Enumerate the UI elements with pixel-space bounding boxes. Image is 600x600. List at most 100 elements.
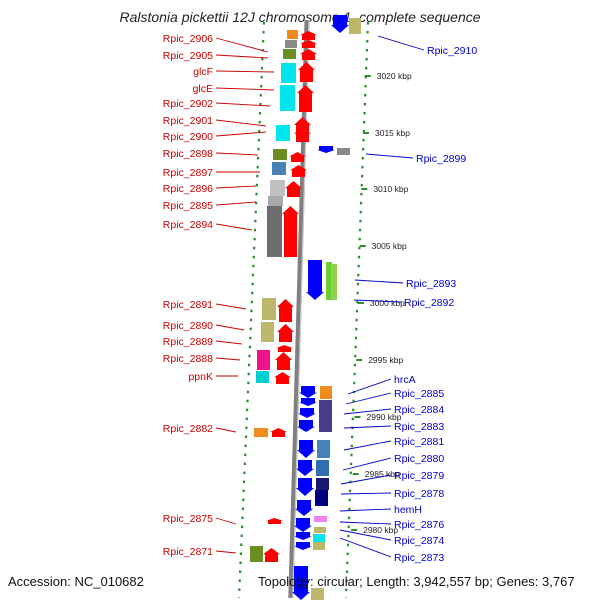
- right-leader-line: [347, 378, 392, 395]
- scale-tick-label: 3015 kbp: [375, 128, 410, 138]
- cog-block-22: [320, 386, 332, 399]
- right-gene-label: Rpic_2884: [394, 404, 444, 416]
- cog-block-32: [311, 588, 324, 600]
- forward-gene-arrow-17: [270, 428, 287, 437]
- left-leader-line: [215, 223, 253, 231]
- cog-block-29: [314, 527, 326, 533]
- left-gene-label: Rpic_2905: [163, 50, 213, 62]
- reverse-gene-arrow-4: [299, 386, 317, 398]
- forward-gene-arrow-19: [263, 548, 280, 562]
- left-gene-label: Rpic_2897: [163, 167, 213, 179]
- right-leader-line: [340, 492, 392, 495]
- left-gene-label: Rpic_2891: [163, 299, 213, 311]
- reverse-gene-arrow-5: [299, 398, 317, 406]
- right-gene-label: hemH: [394, 504, 422, 516]
- right-gene-label: Rpic_2885: [394, 388, 444, 400]
- reverse-gene-arrow-12: [294, 518, 312, 532]
- forward-gene-arrow-1: [300, 31, 317, 40]
- scale-tick-label: 2990 kbp: [366, 412, 401, 422]
- backbone-highlight: [292, 19, 310, 599]
- right-gene-label: Rpic_2873: [394, 552, 444, 564]
- left-leader-line: [215, 324, 245, 331]
- left-leader-line: [215, 131, 267, 137]
- reverse-gene-arrow-1: [331, 15, 349, 33]
- reverse-gene-arrow-14: [294, 542, 312, 550]
- forward-gene-arrow-13: [277, 324, 294, 342]
- cog-block-8: [272, 162, 286, 175]
- cog-block-13: [261, 322, 274, 342]
- left-leader-line: [215, 550, 237, 554]
- right-gene-label: Rpic_2892: [404, 297, 454, 309]
- left-gene-label: Rpic_2906: [163, 33, 213, 45]
- cog-block-20: [326, 262, 332, 300]
- right-leader-line: [377, 35, 425, 51]
- forward-gene-arrow-12: [277, 299, 294, 322]
- cog-block-1: [287, 30, 298, 39]
- right-leader-line: [343, 408, 392, 415]
- right-gene-label: Rpic_2899: [416, 153, 466, 165]
- reverse-gene-arrow-13: [294, 532, 312, 540]
- left-leader-line: [215, 201, 257, 206]
- scale-tick-label: 3020 kbp: [377, 71, 412, 81]
- right-leader-line: [339, 508, 392, 512]
- left-leader-line: [215, 357, 241, 361]
- left-gene-label: glcE: [193, 83, 213, 95]
- left-leader-line: [215, 119, 267, 127]
- cog-block-17: [250, 546, 263, 562]
- right-gene-label: Rpic_2876: [394, 519, 444, 531]
- right-leader-line: [365, 153, 414, 159]
- left-leader-line: [215, 102, 271, 107]
- cog-block-9: [270, 180, 285, 196]
- forward-gene-arrow-11: [282, 206, 299, 257]
- scale-tick-label: 3010 kbp: [373, 184, 408, 194]
- left-leader-line: [215, 37, 269, 53]
- forward-gene-arrow-3: [300, 49, 317, 60]
- right-gene-label: hrcA: [394, 374, 416, 386]
- forward-gene-arrow-7: [294, 127, 311, 142]
- left-gene-label: Rpic_2896: [163, 183, 213, 195]
- forward-gene-arrow-4: [298, 62, 315, 82]
- cog-block-30: [313, 534, 325, 542]
- scale-tick-label: 2985 kbp: [365, 469, 400, 479]
- cog-block-23: [319, 400, 332, 432]
- left-gene-label: Rpic_2901: [163, 115, 213, 127]
- reverse-gene-arrow-6: [298, 408, 316, 418]
- cog-block-3: [283, 49, 296, 59]
- left-gene-label: Rpic_2890: [163, 320, 213, 332]
- cog-block-6: [276, 125, 290, 141]
- scale-tick-label: 3005 kbp: [372, 241, 407, 251]
- cog-block-14: [257, 350, 270, 370]
- map-title: Ralstonia pickettii 12J chromosome 1, co…: [119, 9, 481, 25]
- reverse-gene-arrow-9: [296, 460, 314, 476]
- topology-text: Topology: circular; Length: 3,942,557 bp…: [258, 574, 575, 589]
- right-leader-line: [339, 537, 392, 558]
- left-gene-label: Rpic_2894: [163, 219, 213, 231]
- right-gene-label: Rpic_2893: [406, 278, 456, 290]
- right-leader-line: [343, 440, 392, 451]
- reverse-gene-arrow-2: [317, 146, 335, 153]
- cog-block-7: [273, 149, 287, 160]
- reverse-gene-arrow-3: [306, 260, 324, 300]
- right-leader-line: [343, 425, 392, 429]
- left-gene-label: Rpic_2888: [163, 353, 213, 365]
- left-gene-label: glcF: [193, 66, 213, 78]
- right-gene-label: Rpic_2881: [394, 436, 444, 448]
- forward-gene-arrow-18: [266, 518, 283, 524]
- left-gene-label: Rpic_2902: [163, 98, 213, 110]
- left-gene-label: Rpic_2889: [163, 336, 213, 348]
- right-leader-line: [339, 521, 392, 525]
- reverse-gene-arrow-10: [296, 478, 314, 496]
- cog-block-18: [349, 18, 361, 34]
- right-gene-label: Rpic_2880: [394, 453, 444, 465]
- left-leader-line: [215, 340, 243, 345]
- right-gene-label: Rpic_2910: [427, 45, 477, 57]
- right-leader-line: [340, 474, 392, 485]
- right-leader-line: [353, 299, 402, 303]
- left-gene-label: Rpic_2871: [163, 546, 213, 558]
- cog-block-31: [313, 542, 325, 550]
- left-leader-line: [215, 185, 257, 189]
- reverse-gene-arrow-15: [292, 566, 310, 600]
- left-gene-label: Rpic_2882: [163, 423, 213, 435]
- right-gene-label: Rpic_2883: [394, 421, 444, 433]
